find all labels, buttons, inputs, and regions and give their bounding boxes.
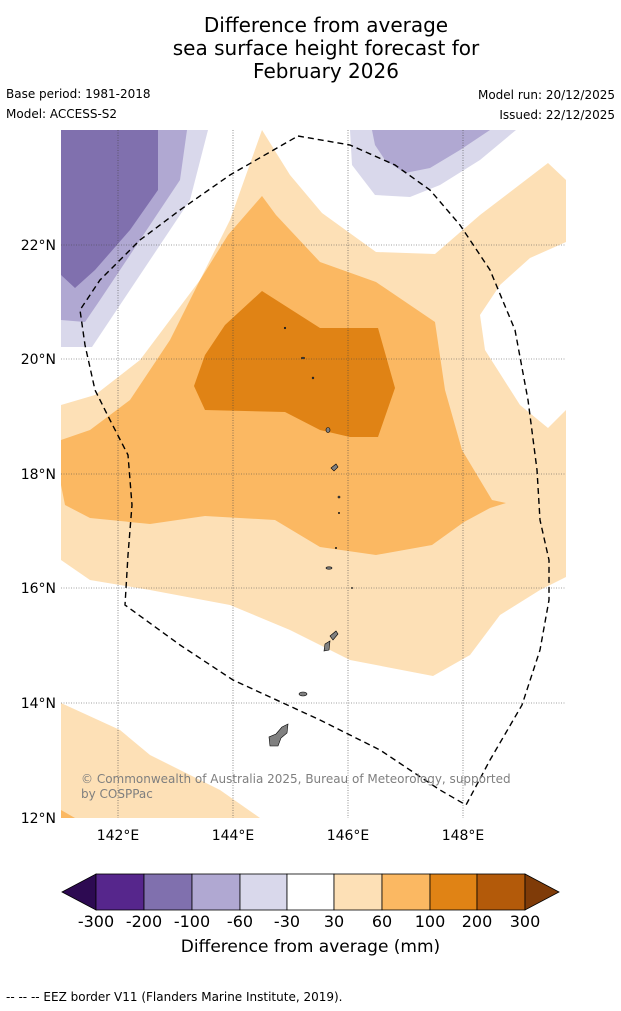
islands [268,326,353,747]
cb-seg-below-min [61,873,97,911]
lat-label-14n: 14°N [21,696,56,712]
cb-tick-neg60: -60 [226,912,254,931]
copyright-notice: © Commonwealth of Australia 2025, Bureau… [81,772,511,801]
lat-label-20n: 20°N [21,352,56,368]
model-run: Model run: 20/12/2025 [477,88,615,102]
cb-tick-neg100: -100 [173,912,211,931]
cb-tick-30: 30 [323,912,345,931]
lat-label-12n: 12°N [21,811,56,827]
guam-island [268,723,289,747]
cb-tick-neg200: -200 [125,912,163,931]
cb-tick-200: 200 [461,912,493,931]
map-title: Difference from average sea surface heig… [0,14,621,83]
cb-seg-neg300-neg200 [95,873,145,911]
cb-tick-neg30: -30 [273,912,301,931]
cb-seg-60-100 [381,873,431,911]
lon-label-142e: 142°E [97,828,140,844]
cb-tick-100: 100 [414,912,446,931]
contour-pos-30-60-south [61,703,260,818]
cb-seg-neg60-neg30 [239,873,288,911]
contour-pos-100-200 [194,291,395,437]
cb-seg-neg200-neg100 [143,873,193,911]
cb-seg-30-60 [333,873,383,911]
lon-label-146e: 146°E [327,828,370,844]
contour-neg-100-60-right [372,130,490,173]
title-line-1: Difference from average [203,13,449,37]
cb-seg-100-200 [429,873,478,911]
cb-seg-neg100-neg60 [191,873,241,911]
cb-tick-60: 60 [371,912,393,931]
cb-tick-300: 300 [509,912,541,931]
graticule [61,130,566,818]
colorbar-label: Difference from average (mm) [180,937,441,957]
lon-label-148e: 148°E [442,828,485,844]
cb-seg-200-300 [476,873,526,911]
lat-label-22n: 22°N [21,238,56,254]
lon-label-144e: 144°E [212,828,255,844]
model-name: Model: ACCESS-S2 [6,107,118,121]
issued-date: Issued: 22/12/2025 [499,108,615,122]
lat-label-18n: 18°N [21,467,56,483]
sea-surface-height-map: 22°N 20°N 18°N 16°N 14°N 12°N 142°E 144°… [21,130,566,844]
contour-pos-60-100-south [61,810,75,818]
title-line-2: sea surface height forecast for [172,36,480,60]
title-line-3: February 2026 [253,59,399,83]
cb-tick-neg300: -300 [77,912,115,931]
eez-footnote: -- -- -- EEZ border V11 (Flanders Marine… [6,990,343,1004]
cb-seg-above-max [524,873,560,911]
base-period: Base period: 1981-2018 [6,87,151,101]
cb-seg-neutral [286,873,335,911]
contour-neg-200-100 [61,130,158,288]
lat-label-16n: 16°N [21,581,56,597]
